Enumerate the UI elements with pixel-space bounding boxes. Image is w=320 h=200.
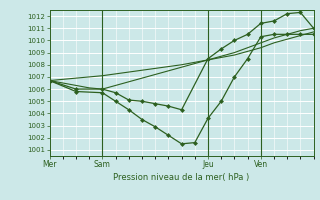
X-axis label: Pression niveau de la mer( hPa ): Pression niveau de la mer( hPa ) xyxy=(114,173,250,182)
